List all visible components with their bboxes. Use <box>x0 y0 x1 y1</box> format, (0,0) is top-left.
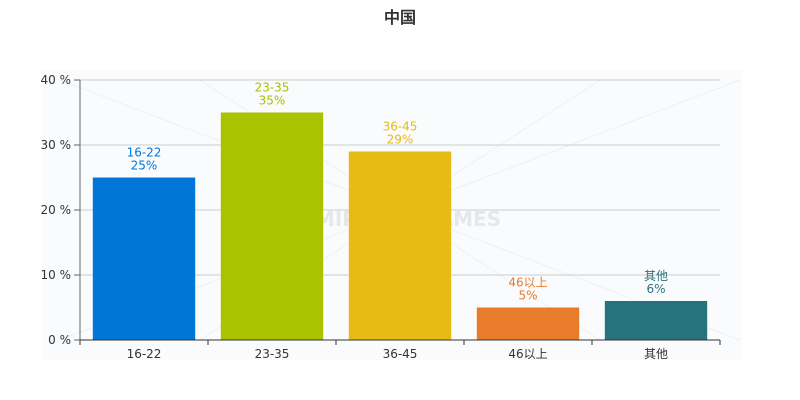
data-label-category: 36-45 <box>383 120 418 134</box>
bar-46以上 <box>476 307 580 340</box>
data-label-category: 23-35 <box>255 81 290 95</box>
data-label-category: 16-22 <box>127 146 162 160</box>
x-axis: 16-22 23-35 36-45 46以上 其他 <box>79 339 721 361</box>
x-tick-label: 46以上 <box>508 347 547 361</box>
bar-23-35 <box>220 112 324 340</box>
data-label-value: 25% <box>131 159 158 173</box>
data-label-value: 35% <box>259 94 286 108</box>
bar-16-22 <box>92 177 196 340</box>
chart-title: 中国 <box>383 8 416 27</box>
bar-其他 <box>604 301 708 340</box>
x-tick-label: 36-45 <box>383 347 418 361</box>
data-label-value: 6% <box>646 282 665 296</box>
bar-36-45 <box>348 151 452 340</box>
y-tick-label: 20 % <box>41 203 72 217</box>
y-axis: 0 % 10 % 20 % 30 % 40 % <box>41 73 81 347</box>
data-label-value: 5% <box>518 289 537 303</box>
y-tick-label: 0 % <box>48 333 71 347</box>
x-tick-label: 其他 <box>644 347 668 361</box>
bars <box>92 112 708 340</box>
data-label-value: 29% <box>387 133 414 147</box>
y-tick-label: 40 % <box>41 73 72 87</box>
data-label-category: 46以上 <box>508 276 547 290</box>
x-tick-label: 16-22 <box>127 347 162 361</box>
data-label-category: 其他 <box>644 269 668 283</box>
x-tick-label: 23-35 <box>255 347 290 361</box>
y-tick-label: 30 % <box>41 138 72 152</box>
y-tick-label: 10 % <box>41 268 72 282</box>
